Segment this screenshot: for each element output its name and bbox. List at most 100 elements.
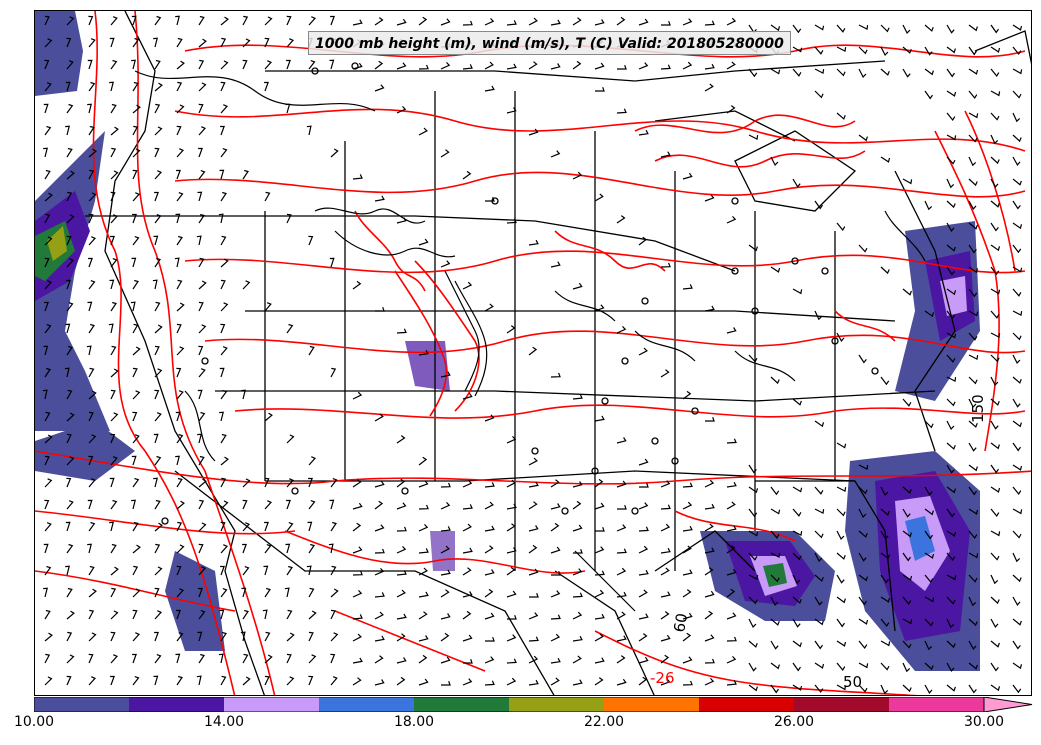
wind-barb — [462, 523, 472, 532]
wind-barb — [44, 434, 53, 444]
wind-barb — [946, 244, 956, 252]
contour-label-group: 150 60 50 -26 — [650, 394, 987, 691]
wind-barb — [990, 596, 1000, 605]
wind-barb — [43, 345, 49, 356]
wind-barb — [506, 435, 517, 444]
wind-barb — [264, 412, 273, 422]
wind-barb — [264, 675, 270, 686]
wind-barb — [660, 678, 671, 686]
wind-barb — [814, 508, 825, 515]
wind-barb — [418, 480, 429, 488]
wind-barb — [264, 16, 273, 26]
wind-barb — [616, 480, 627, 488]
wind-barb — [968, 508, 979, 515]
wind-barb — [374, 413, 384, 422]
wind-barb — [352, 589, 363, 598]
wind-barb — [308, 587, 315, 598]
wind-barb — [44, 324, 52, 334]
wind-barb — [572, 679, 583, 686]
wind-barb — [484, 545, 494, 554]
wind-barb — [330, 521, 337, 532]
contour-label-neg26: -26 — [650, 669, 675, 687]
wind-barb — [748, 134, 759, 141]
wind-barb — [42, 389, 48, 400]
wind-barb — [924, 508, 934, 516]
wind-barb — [990, 618, 999, 628]
wind-barb — [154, 324, 163, 334]
wind-barb — [902, 178, 913, 185]
wind-barb — [1012, 90, 1022, 99]
wind-barb — [110, 499, 118, 510]
wind-barb — [1012, 266, 1023, 273]
wind-barb — [924, 552, 935, 559]
wind-barb — [154, 301, 161, 312]
wind-barb — [132, 236, 140, 246]
wind-barb — [946, 68, 955, 78]
wind-barb — [880, 574, 889, 584]
wind-barb — [836, 222, 846, 232]
wind-barb — [946, 574, 957, 581]
wind-barb — [858, 464, 869, 471]
wind-barb — [154, 257, 161, 268]
wind-barb — [594, 546, 605, 554]
wind-barb — [770, 68, 781, 75]
wind-barb — [154, 368, 163, 378]
wind-barb — [484, 525, 495, 532]
wind-barb — [462, 591, 473, 598]
wind-barb — [352, 19, 363, 26]
wind-barb — [616, 567, 627, 576]
wind-barb — [196, 235, 202, 246]
wind-barb — [176, 37, 183, 48]
wind-barb — [902, 508, 911, 518]
wind-barb — [748, 464, 757, 474]
wind-barb — [616, 16, 626, 26]
wind-barb — [220, 544, 229, 554]
wind-barb — [594, 589, 605, 598]
wind-barb — [284, 587, 290, 598]
wind-barb — [66, 258, 75, 268]
wind-barb — [573, 549, 583, 554]
wind-barb — [528, 679, 539, 686]
wind-barb — [1012, 156, 1021, 166]
wind-barb — [770, 574, 780, 583]
wind-barb — [726, 525, 737, 532]
wind-barb — [154, 566, 163, 576]
wind-barb — [154, 345, 160, 356]
wind-barb — [836, 508, 846, 517]
wind-barb — [748, 508, 758, 518]
wind-barb — [572, 592, 583, 598]
wind-barb — [836, 332, 845, 342]
wind-barb — [396, 657, 407, 664]
wind-barb — [617, 505, 627, 510]
wind-barb — [286, 676, 295, 686]
wind-barb — [396, 526, 407, 532]
wind-barb — [198, 213, 205, 224]
wind-barb — [572, 481, 583, 488]
wind-barb — [594, 613, 605, 620]
wind-barb — [946, 420, 955, 431]
wind-barb — [308, 610, 317, 620]
wind-barb — [220, 37, 227, 48]
wind-barb — [197, 191, 203, 202]
wind-barb — [65, 125, 70, 136]
wind-barb — [836, 24, 846, 33]
wind-barb — [418, 611, 428, 620]
wind-barb — [88, 15, 94, 26]
wind-barb — [44, 522, 52, 532]
wind-barb — [968, 376, 978, 385]
wind-barb — [660, 523, 671, 532]
wind-barb — [198, 147, 203, 158]
wind-barb — [66, 477, 72, 488]
wind-barb — [594, 677, 604, 686]
colorbar-tick-label: 26.00 — [773, 714, 815, 730]
wind-barb — [396, 589, 406, 598]
wind-barb — [286, 38, 295, 48]
wind-barb — [814, 662, 825, 669]
wind-barb — [639, 483, 649, 488]
wind-barb — [154, 103, 161, 114]
wind-barb — [990, 266, 1000, 276]
wind-barb — [218, 213, 224, 224]
wind-barb — [726, 545, 736, 554]
wind-barb — [770, 596, 779, 607]
wind-barb — [968, 68, 979, 75]
